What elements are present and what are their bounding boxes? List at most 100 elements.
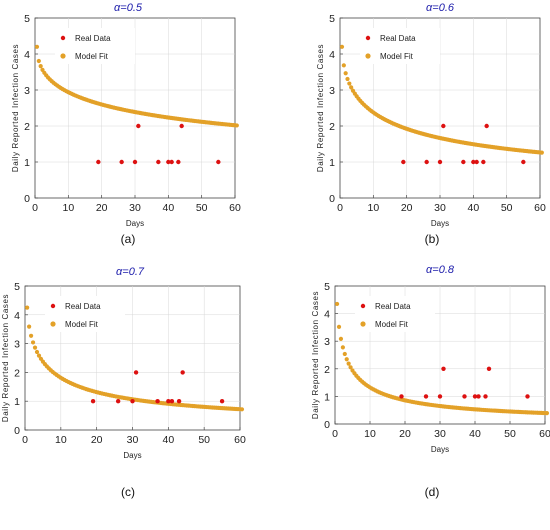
model-fit-point xyxy=(336,324,342,329)
model-fit-point xyxy=(341,63,346,68)
real-data-point xyxy=(169,399,175,404)
real-data-point xyxy=(484,123,489,129)
model-fit-point xyxy=(339,44,345,49)
real-data-point xyxy=(115,399,121,404)
real-data-point xyxy=(176,159,181,165)
legend-marker-fit xyxy=(360,321,366,327)
chart-panel-b: 0 10 20 30 40 50 60 0 1 2 3 4 5 Days Daily Reported In… xyxy=(316,2,546,246)
x-tick-label: 20 xyxy=(96,202,108,214)
x-tick-label: 20 xyxy=(91,434,103,446)
legend-label-fit: Model Fit xyxy=(65,320,99,329)
model-fit-point xyxy=(335,301,340,307)
real-data-point xyxy=(441,123,446,129)
y-tick-label: 3 xyxy=(24,85,30,97)
legend-marker-real xyxy=(365,35,371,41)
y-tick-label: 5 xyxy=(324,281,330,293)
y-tick-label: 5 xyxy=(329,13,335,25)
model-fit-point xyxy=(544,411,550,416)
legend-marker-real xyxy=(50,303,56,309)
model-fit-point xyxy=(342,351,347,357)
real-data-point xyxy=(483,394,488,399)
real-data-point xyxy=(132,159,138,165)
y-tick-label: 2 xyxy=(14,367,20,379)
x-tick-label: 50 xyxy=(501,202,513,214)
model-fit-point xyxy=(343,71,348,76)
x-tick-label: 40 xyxy=(162,202,174,214)
real-data-point xyxy=(166,159,171,165)
real-data-point xyxy=(437,159,443,165)
x-tick-label: 10 xyxy=(367,202,379,214)
model-fit-point xyxy=(338,336,344,341)
real-data-point xyxy=(133,370,139,375)
model-fit-point xyxy=(346,361,351,366)
legend-label-real: Real Data xyxy=(75,34,111,43)
x-tick-label: 40 xyxy=(469,428,481,440)
model-fit-point xyxy=(34,349,40,355)
x-tick-label: 0 xyxy=(337,202,343,214)
x-tick-label: 10 xyxy=(364,428,376,440)
x-tick-label: 50 xyxy=(196,202,208,214)
real-data-point xyxy=(476,394,481,399)
chart-title: α=0.8 xyxy=(426,264,455,276)
panel-caption: (c) xyxy=(121,485,135,499)
x-tick-label: 30 xyxy=(127,434,139,446)
legend-marker-real xyxy=(60,35,66,41)
real-data-point xyxy=(216,159,221,165)
y-tick-label: 1 xyxy=(324,391,330,403)
x-tick-label: 0 xyxy=(332,428,338,440)
model-fit-point xyxy=(32,345,38,350)
legend-label-real: Real Data xyxy=(375,302,411,311)
y-tick-label: 2 xyxy=(329,121,335,133)
model-fit-point xyxy=(340,345,345,350)
real-data-point xyxy=(474,159,479,165)
model-fit-point xyxy=(38,64,43,69)
real-data-point xyxy=(462,394,467,399)
legend-marker-fit xyxy=(60,53,66,59)
y-tick-label: 1 xyxy=(24,157,30,169)
legend-label-real: Real Data xyxy=(380,34,416,43)
x-tick-label: 30 xyxy=(129,202,141,214)
x-tick-label: 20 xyxy=(401,202,413,214)
y-tick-label: 0 xyxy=(329,193,335,205)
y-tick-label: 2 xyxy=(324,364,330,376)
x-axis-label: Days xyxy=(431,445,449,454)
real-data-point xyxy=(180,370,185,375)
y-tick-label: 0 xyxy=(324,419,330,431)
legend-box xyxy=(45,296,125,332)
legend-marker-fit xyxy=(365,53,371,59)
legend-label-fit: Model Fit xyxy=(380,52,414,61)
real-data-point xyxy=(119,159,124,165)
panel-caption: (b) xyxy=(425,232,440,246)
x-tick-label: 20 xyxy=(399,428,411,440)
legend-box xyxy=(360,28,440,64)
x-tick-label: 10 xyxy=(62,202,74,214)
real-data-point xyxy=(521,159,526,165)
y-axis-label: Daily Reported Infection Cases xyxy=(316,44,325,172)
real-data-point xyxy=(461,159,466,165)
real-data-point xyxy=(437,394,443,399)
y-tick-label: 1 xyxy=(14,396,20,408)
model-fit-point xyxy=(36,353,42,358)
x-axis-label: Days xyxy=(431,219,449,228)
chart-title: α=0.6 xyxy=(426,2,455,14)
x-tick-label: 60 xyxy=(539,428,550,440)
chart-title: α=0.5 xyxy=(114,2,143,14)
y-tick-label: 4 xyxy=(324,309,330,321)
chart-title: α=0.7 xyxy=(116,266,145,278)
x-tick-label: 50 xyxy=(198,434,210,446)
legend-marker-real xyxy=(360,303,366,309)
model-fit-point xyxy=(234,123,239,128)
real-data-point xyxy=(401,159,406,165)
x-axis-label: Days xyxy=(123,451,141,460)
model-fit-point xyxy=(347,81,352,86)
x-tick-label: 50 xyxy=(504,428,516,440)
model-fit-point xyxy=(25,305,30,310)
x-tick-label: 40 xyxy=(162,434,174,446)
real-data-point xyxy=(219,399,225,404)
model-fit-point xyxy=(349,85,354,90)
model-fit-point xyxy=(28,333,34,338)
x-tick-label: 0 xyxy=(22,434,28,446)
real-data-point xyxy=(156,159,161,165)
model-fit-point xyxy=(27,324,32,329)
